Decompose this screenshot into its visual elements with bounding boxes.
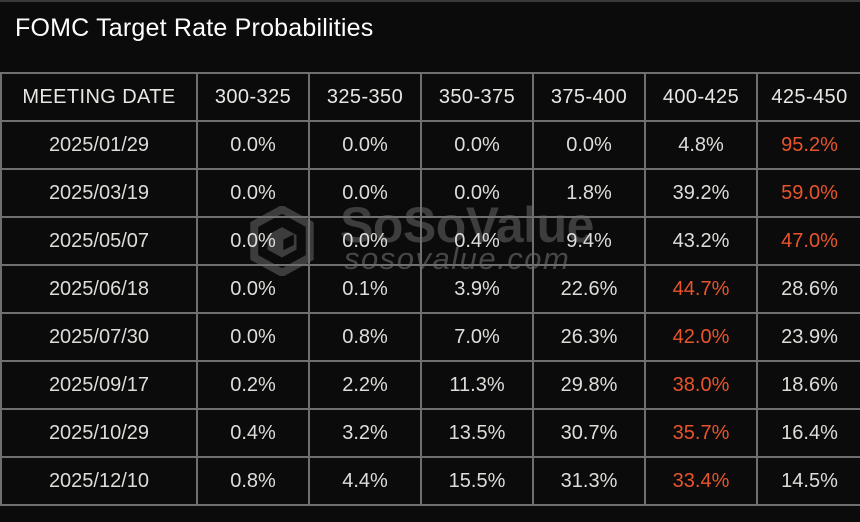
probability-cell: 35.7%	[644, 408, 758, 458]
probability-cell: 2.2%	[308, 360, 422, 410]
column-header-meeting-date: MEETING DATE	[0, 72, 198, 122]
probability-cell: 0.0%	[420, 168, 534, 218]
meeting-date-cell: 2025/03/19	[0, 168, 198, 218]
probability-cell: 0.0%	[196, 168, 310, 218]
column-header-375-400: 375-400	[532, 72, 646, 122]
probability-cell: 3.9%	[420, 264, 534, 314]
meeting-date-cell: 2025/01/29	[0, 120, 198, 170]
probability-cell: 0.0%	[196, 264, 310, 314]
column-header-400-425: 400-425	[644, 72, 758, 122]
probability-cell: 47.0%	[756, 216, 860, 266]
probability-cell: 0.0%	[196, 216, 310, 266]
meeting-date-cell: 2025/12/10	[0, 456, 198, 506]
table-row: 2025/12/10 0.8% 4.4% 15.5% 31.3% 33.4% 14.5%	[0, 456, 860, 506]
probability-cell: 7.0%	[420, 312, 534, 362]
probability-cell: 22.6%	[532, 264, 646, 314]
probability-table: MEETING DATE 300-325 325-350 350-375 375…	[0, 72, 860, 506]
probability-cell: 4.8%	[644, 120, 758, 170]
probability-cell: 13.5%	[420, 408, 534, 458]
probability-cell: 44.7%	[644, 264, 758, 314]
probability-cell: 18.6%	[756, 360, 860, 410]
meeting-date-cell: 2025/06/18	[0, 264, 198, 314]
probability-cell: 0.8%	[196, 456, 310, 506]
probability-cell: 3.2%	[308, 408, 422, 458]
probability-cell: 0.0%	[196, 312, 310, 362]
meeting-date-cell: 2025/10/29	[0, 408, 198, 458]
probability-cell: 95.2%	[756, 120, 860, 170]
probability-table-body: 2025/01/29 0.0% 0.0% 0.0% 0.0% 4.8% 95.2% 2025/…	[0, 120, 860, 506]
probability-cell: 0.0%	[308, 216, 422, 266]
table-row: 2025/01/29 0.0% 0.0% 0.0% 0.0% 4.8% 95.2%	[0, 120, 860, 170]
probability-cell: 42.0%	[644, 312, 758, 362]
probability-cell: 43.2%	[644, 216, 758, 266]
probability-cell: 9.4%	[532, 216, 646, 266]
table-row: 2025/07/30 0.0% 0.8% 7.0% 26.3% 42.0% 23.9%	[0, 312, 860, 362]
probability-cell: 0.1%	[308, 264, 422, 314]
table-row: 2025/10/29 0.4% 3.2% 13.5% 30.7% 35.7% 16.4%	[0, 408, 860, 458]
meeting-date-cell: 2025/09/17	[0, 360, 198, 410]
table-row: 2025/09/17 0.2% 2.2% 11.3% 29.8% 38.0% 18.6%	[0, 360, 860, 410]
probability-cell: 26.3%	[532, 312, 646, 362]
probability-cell: 38.0%	[644, 360, 758, 410]
table-row: 2025/05/07 0.0% 0.0% 0.4% 9.4% 43.2% 47.0%	[0, 216, 860, 266]
probability-cell: 59.0%	[756, 168, 860, 218]
column-header-325-350: 325-350	[308, 72, 422, 122]
probability-cell: 28.6%	[756, 264, 860, 314]
probability-cell: 39.2%	[644, 168, 758, 218]
meeting-date-cell: 2025/07/30	[0, 312, 198, 362]
probability-cell: 23.9%	[756, 312, 860, 362]
probability-cell: 0.0%	[532, 120, 646, 170]
probability-cell: 16.4%	[756, 408, 860, 458]
probability-cell: 29.8%	[532, 360, 646, 410]
probability-cell: 0.8%	[308, 312, 422, 362]
table-row: 2025/03/19 0.0% 0.0% 0.0% 1.8% 39.2% 59.0%	[0, 168, 860, 218]
probability-cell: 30.7%	[532, 408, 646, 458]
meeting-date-cell: 2025/05/07	[0, 216, 198, 266]
column-header-425-450: 425-450	[756, 72, 860, 122]
probability-cell: 1.8%	[532, 168, 646, 218]
column-header-350-375: 350-375	[420, 72, 534, 122]
probability-cell: 31.3%	[532, 456, 646, 506]
table-row: 2025/06/18 0.0% 0.1% 3.9% 22.6% 44.7% 28.6%	[0, 264, 860, 314]
page-title: FOMC Target Rate Probabilities	[15, 14, 374, 42]
probability-cell: 0.2%	[196, 360, 310, 410]
probability-cell: 4.4%	[308, 456, 422, 506]
probability-cell: 0.0%	[196, 120, 310, 170]
probability-cell: 0.4%	[196, 408, 310, 458]
table-header-row: MEETING DATE 300-325 325-350 350-375 375…	[0, 72, 860, 122]
probability-cell: 0.4%	[420, 216, 534, 266]
probability-cell: 0.0%	[308, 168, 422, 218]
probability-cell: 11.3%	[420, 360, 534, 410]
probability-cell: 15.5%	[420, 456, 534, 506]
probability-cell: 0.0%	[308, 120, 422, 170]
probability-cell: 33.4%	[644, 456, 758, 506]
probability-cell: 14.5%	[756, 456, 860, 506]
column-header-300-325: 300-325	[196, 72, 310, 122]
probability-cell: 0.0%	[420, 120, 534, 170]
